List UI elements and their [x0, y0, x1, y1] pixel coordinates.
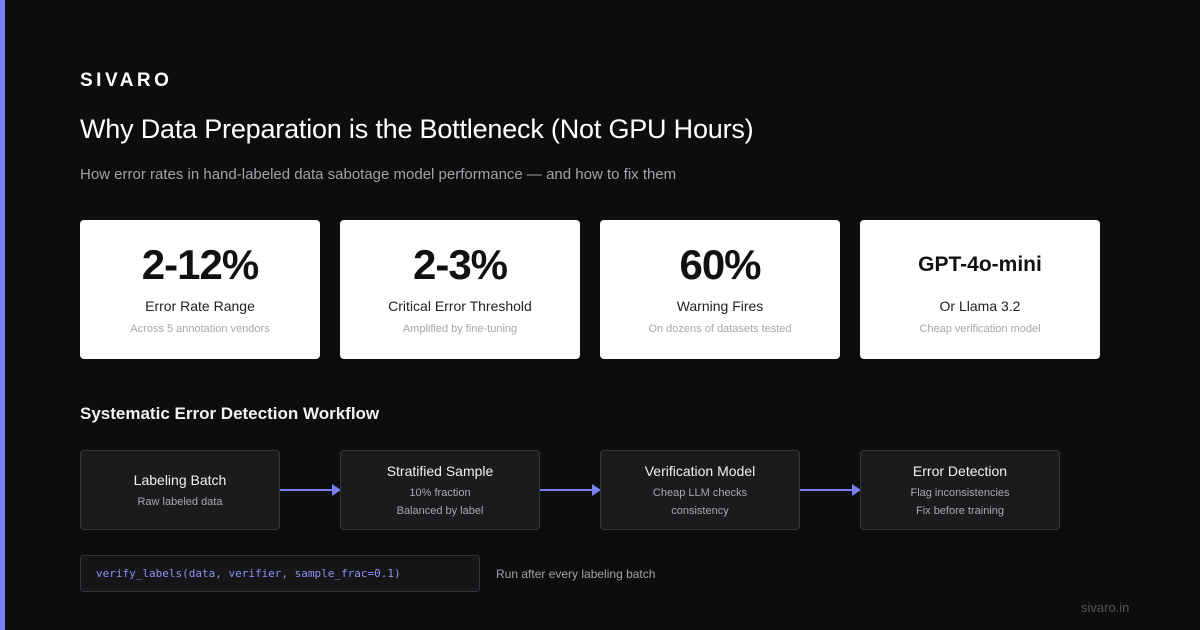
workflow-step-stratified-sample: Stratified Sample 10% fraction Balanced … — [340, 450, 540, 530]
step-title: Stratified Sample — [386, 462, 494, 479]
workflow-step-verification-model: Verification Model Cheap LLM checks cons… — [600, 450, 800, 530]
stat-card-error-rate: 2-12% Error Rate Range Across 5 annotati… — [80, 220, 320, 359]
stat-value: 2-3% — [412, 241, 508, 288]
stat-caption: On dozens of datasets tested — [648, 323, 792, 335]
accent-bar — [0, 0, 5, 630]
stat-value: GPT-4o-mini — [918, 253, 1042, 276]
step-detail: Raw labeled data — [137, 495, 223, 508]
code-snippet: verify_labels(data, verifier, sample_fra… — [96, 567, 401, 580]
footer-url: sivaro.in — [1081, 600, 1130, 615]
stat-caption: Across 5 annotation vendors — [130, 323, 270, 335]
stat-card-critical-threshold: 2-3% Critical Error Threshold Amplified … — [340, 220, 580, 359]
step-title: Labeling Batch — [133, 471, 227, 488]
page-title: Why Data Preparation is the Bottleneck (… — [80, 114, 754, 144]
stat-card-warning-fires: 60% Warning Fires On dozens of datasets … — [600, 220, 840, 359]
stat-label: Critical Error Threshold — [388, 298, 532, 314]
brand-logo: SIVARO — [80, 70, 173, 91]
stat-card-verification-model: GPT-4o-mini Or Llama 3.2 Cheap verificat… — [860, 220, 1100, 359]
step-detail: Balanced by label — [396, 504, 484, 517]
workflow-diagram: Labeling Batch Raw labeled data Stratifi… — [80, 450, 1080, 530]
workflow-title: Systematic Error Detection Workflow — [80, 404, 380, 423]
flow-arrow-icon — [280, 484, 341, 496]
step-detail: Fix before training — [915, 504, 1005, 517]
page-subtitle: How error rates in hand-labeled data sab… — [80, 166, 677, 183]
stat-caption: Amplified by fine-tuning — [402, 323, 518, 335]
stat-value: 2-12% — [141, 241, 259, 288]
flow-arrow-icon — [540, 484, 601, 496]
stat-value: 60% — [679, 241, 761, 288]
stat-caption: Cheap verification model — [919, 323, 1041, 335]
flow-arrow-icon — [800, 484, 861, 496]
stat-label: Error Rate Range — [145, 298, 255, 314]
code-snippet-box: verify_labels(data, verifier, sample_fra… — [80, 555, 480, 592]
step-detail: Flag inconsistencies — [910, 486, 1010, 499]
step-detail: Cheap LLM checks — [652, 486, 748, 499]
workflow-step-error-detection: Error Detection Flag inconsistencies Fix… — [860, 450, 1060, 530]
step-title: Verification Model — [644, 462, 756, 479]
stat-label: Or Llama 3.2 — [939, 298, 1021, 314]
code-note: Run after every labeling batch — [496, 567, 656, 581]
workflow-step-labeling-batch: Labeling Batch Raw labeled data — [80, 450, 280, 530]
step-detail: consistency — [671, 504, 729, 517]
stats-row: 2-12% Error Rate Range Across 5 annotati… — [80, 220, 1100, 359]
step-detail: 10% fraction — [409, 486, 471, 499]
stat-label: Warning Fires — [676, 298, 764, 314]
step-title: Error Detection — [912, 462, 1008, 479]
